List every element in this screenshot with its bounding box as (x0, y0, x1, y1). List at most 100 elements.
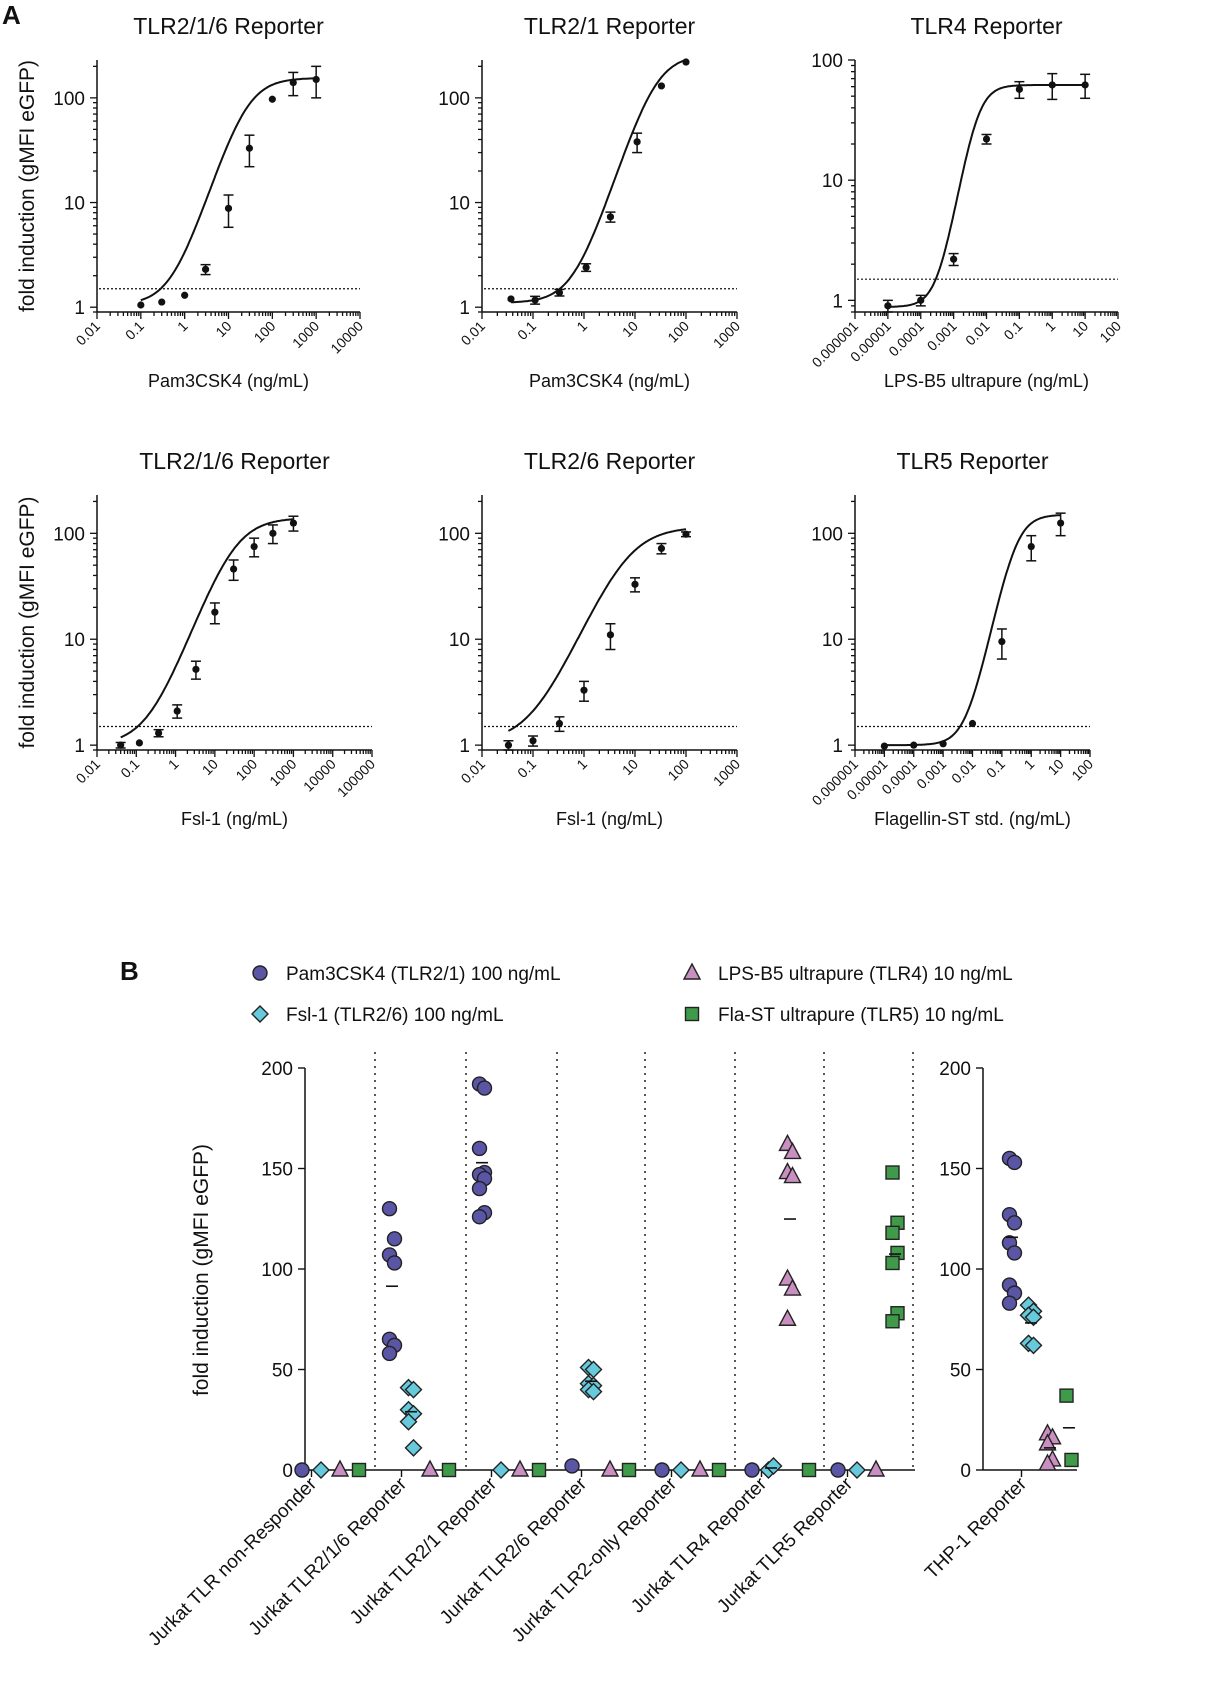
category-label: Jurkat TLR non-Responder (144, 1473, 321, 1650)
data-point (1081, 81, 1089, 89)
data-point (250, 542, 258, 551)
data-point (173, 707, 181, 715)
legend-label: Pam3CSK4 (TLR2/1) 100 ng/mL (286, 964, 561, 985)
x-tick-label: 1 (573, 756, 590, 773)
data-point-circle-marker (1001, 1295, 1018, 1311)
y-tick-label: 100 (438, 524, 470, 545)
chart-title: TLR2/1/6 Reporter (133, 13, 324, 39)
data-point-square-marker (885, 1225, 900, 1241)
fitted-curve (507, 528, 687, 732)
data-point (1015, 85, 1023, 93)
data-point (555, 288, 564, 297)
data-point-square-marker (1059, 1388, 1074, 1403)
data-point-triangle-marker (420, 1459, 440, 1477)
data-point (268, 95, 276, 103)
y-axis-label: fold induction (gMFI eGFP) (190, 1144, 213, 1396)
x-tick-label: 1 (165, 756, 182, 773)
y-tick-label: 150 (261, 1160, 293, 1181)
y-tick-label: 1 (459, 736, 470, 757)
x-tick-label: 1 (1042, 318, 1059, 335)
y-tick-label: 1 (459, 298, 470, 319)
data-point-diamond-marker (312, 1461, 330, 1479)
data-point (1057, 519, 1065, 527)
x-tick-label: 10 (212, 318, 234, 340)
data-point-circle-marker (654, 1462, 670, 1478)
data-point-circle-marker (386, 1255, 403, 1271)
y-tick-label: 10 (822, 630, 843, 651)
x-axis-label: LPS-B5 ultrapure (ng/mL) (884, 371, 1089, 391)
data-point (880, 742, 888, 750)
x-tick-label: 100 (232, 756, 260, 784)
y-tick-label-right: 150 (939, 1160, 971, 1181)
data-point (531, 296, 539, 304)
fitted-curve (510, 58, 687, 304)
data-point-triangle-marker (600, 1459, 620, 1477)
x-tick-label: 10 (619, 756, 641, 778)
data-point (158, 298, 166, 306)
data-point-circle-marker (744, 1462, 760, 1478)
legend-label: LPS-B5 ultrapure (TLR4) 10 ng/mL (718, 964, 1013, 985)
panel-label-a: A (2, 0, 21, 30)
data-point (192, 665, 200, 673)
y-tick-label: 100 (811, 51, 843, 72)
y-axis-label: fold induction (gMFI eGFP) (16, 496, 39, 748)
legend-circle-marker (252, 965, 268, 981)
data-point-diamond-marker (848, 1461, 866, 1479)
data-point (245, 144, 254, 152)
fitted-curve (887, 83, 1086, 308)
x-tick-label: 10 (1069, 318, 1091, 340)
x-tick-label: 100 (664, 756, 692, 784)
x-axis-label: Flagellin-ST std. (ng/mL) (874, 809, 1071, 829)
data-point (155, 729, 163, 737)
x-tick-label: 0.1 (122, 318, 147, 343)
x-tick-label: 0.000001 (809, 318, 862, 371)
data-point (269, 529, 277, 537)
x-tick-label: 0.1 (514, 318, 539, 343)
data-point-square-marker (1064, 1452, 1079, 1468)
data-point (230, 565, 238, 573)
data-point-circle-marker (564, 1458, 580, 1474)
y-tick-label: 1 (832, 291, 843, 312)
data-point-triangle-marker (783, 1141, 802, 1160)
data-point-circle-marker (471, 1140, 488, 1157)
category-group: THP-1 Reporter (921, 1150, 1079, 1583)
data-point (998, 637, 1006, 646)
y-tick-label: 200 (261, 1059, 293, 1080)
data-point (211, 608, 219, 616)
data-point-triangle-marker (866, 1459, 886, 1477)
y-tick-label: 100 (438, 89, 470, 110)
data-point (289, 519, 298, 527)
x-axis-label: Fsl-1 (ng/mL) (556, 809, 663, 829)
data-point-square-marker (711, 1462, 727, 1478)
x-tick-label: 0.0001 (885, 318, 927, 360)
data-point-triangle-marker (690, 1459, 710, 1477)
data-point (606, 631, 615, 639)
data-point (939, 740, 947, 748)
data-point-diamond-marker (1024, 1336, 1043, 1355)
x-tick-label: 1000 (710, 756, 743, 789)
x-tick-label: 0.001 (924, 318, 960, 354)
data-point-circle-marker (471, 1180, 488, 1197)
dose-response-plot-3: TLR4 Reporter1101000.0000010.000010.0001… (809, 13, 1125, 391)
data-point (224, 204, 233, 212)
data-point-circle-marker (386, 1231, 403, 1247)
data-point (201, 265, 210, 273)
y-tick-label-right: 100 (939, 1260, 971, 1281)
y-axis-label: fold induction (gMFI eGFP) (16, 60, 39, 312)
data-point-triangle-marker (783, 1166, 802, 1184)
y-tick-label: 100 (261, 1260, 293, 1281)
dose-response-plot-5: TLR2/6 Reporter 1 10 100 0.01 0.1 1 10 100 1000 Fs… (438, 448, 743, 829)
x-tick-label: 0.01 (948, 756, 979, 787)
data-point (884, 302, 892, 310)
data-point (137, 301, 145, 309)
data-point (982, 135, 991, 143)
category-label: Jurkat TLR2-only Reporter (508, 1473, 681, 1646)
data-point-diamond-marker (399, 1412, 418, 1431)
data-point-diamond-marker (404, 1438, 423, 1457)
data-point (1027, 542, 1035, 551)
x-tick-label: 0.1 (983, 756, 1008, 781)
data-point-diamond-marker (672, 1461, 690, 1479)
data-point (504, 741, 513, 749)
